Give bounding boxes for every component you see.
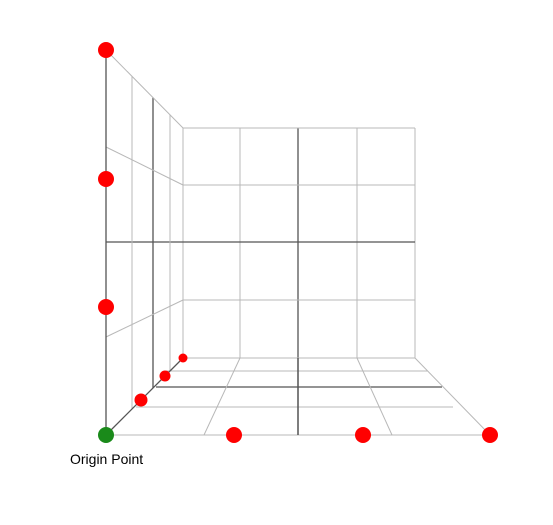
depth-axis-marker	[159, 370, 171, 382]
horizontal-axis-marker	[482, 427, 498, 443]
side-wall-grid	[105, 49, 184, 409]
back-wall-grid	[106, 127, 416, 359]
axis-markers	[98, 42, 498, 443]
vertical-axis-marker	[98, 42, 114, 58]
vertical-axis-marker	[98, 299, 114, 315]
depth-axis-marker	[134, 393, 148, 407]
origin-point-marker	[98, 427, 114, 443]
depth-axis-marker	[178, 353, 188, 363]
horizontal-axis-marker	[355, 427, 371, 443]
origin-point-label: Origin Point	[70, 451, 144, 467]
floor-converging-line	[356, 357, 393, 436]
side-wall-diagonal-line	[105, 146, 184, 186]
floor-converging-line	[414, 357, 491, 436]
side-wall-diagonal-line	[105, 299, 184, 338]
floor-converging-line	[203, 357, 241, 436]
floor-grid	[106, 357, 491, 436]
horizontal-axis-marker	[226, 427, 242, 443]
vertical-axis-marker	[98, 171, 114, 187]
side-wall-diagonal-line	[105, 49, 184, 129]
